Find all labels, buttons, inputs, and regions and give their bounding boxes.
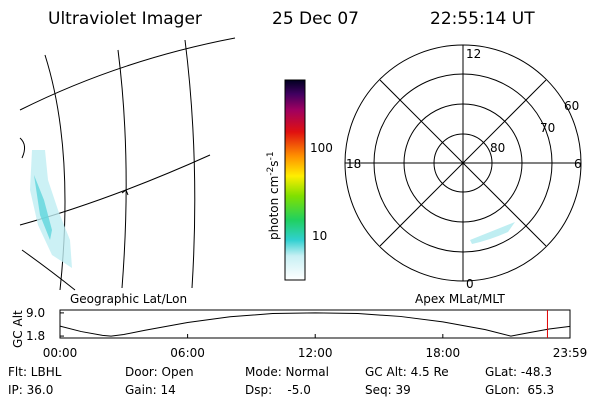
lat-label: 60 [564, 99, 579, 113]
altitude-line [59, 312, 571, 337]
y-label: GC Alt [11, 310, 25, 348]
y-tick-label: 1.8 [26, 329, 45, 343]
panel-label: Apex MLat/MLT [415, 292, 505, 306]
lat-label: 80 [490, 141, 505, 155]
x-tick-label: 12:00 [298, 346, 333, 360]
date: 25 Dec 07 [272, 9, 359, 29]
unit: photon cm [267, 176, 281, 240]
colorbar-tick: 10 [312, 229, 327, 243]
status-field: Flt: LBHL [8, 365, 62, 379]
status-field: GC Alt: 4.5 Re [365, 365, 449, 379]
status-field: Mode: Normal [245, 365, 329, 379]
colorbar [284, 79, 306, 281]
unit-exp: -1 [266, 151, 276, 160]
x-tick-label: 23:59 [553, 346, 588, 360]
unit: s [267, 160, 281, 166]
status-field: Seq: 39 [365, 383, 411, 397]
time: 22:55:14 UT [430, 9, 535, 29]
plot-frame [59, 309, 571, 339]
polar-grid [344, 44, 582, 282]
panel-label: Geographic Lat/Lon [70, 292, 187, 306]
colorbar-tick: 100 [310, 141, 333, 155]
unit-exp: -2 [266, 167, 276, 176]
status-field: Dsp: -5.0 [245, 383, 311, 397]
mlt-label: 0 [466, 277, 474, 291]
lat-label: 70 [540, 121, 555, 135]
status-field: Gain: 14 [125, 383, 176, 397]
instrument: Ultraviolet Imager [48, 9, 202, 29]
mlt-label: 12 [466, 47, 481, 61]
x-tick-label: 06:00 [170, 346, 205, 360]
status-field: GLat: -48.3 [485, 365, 552, 379]
mlt-label: 18 [346, 157, 361, 171]
x-tick-label: 18:00 [426, 346, 461, 360]
x-tick-label: 00:00 [43, 346, 78, 360]
mlt-label: 6 [574, 157, 582, 171]
status-field: GLon: 65.3 [485, 383, 554, 397]
status-field: Door: Open [125, 365, 194, 379]
status-field: IP: 36.0 [8, 383, 53, 397]
y-tick-label: 9.0 [26, 306, 45, 320]
geographic-image [19, 37, 236, 291]
colorbar-unit: photon cm-2s-1 [266, 151, 281, 240]
footer: Flt: LBHL Door: Open Mode: Normal GC Alt: 4… [8, 365, 554, 397]
